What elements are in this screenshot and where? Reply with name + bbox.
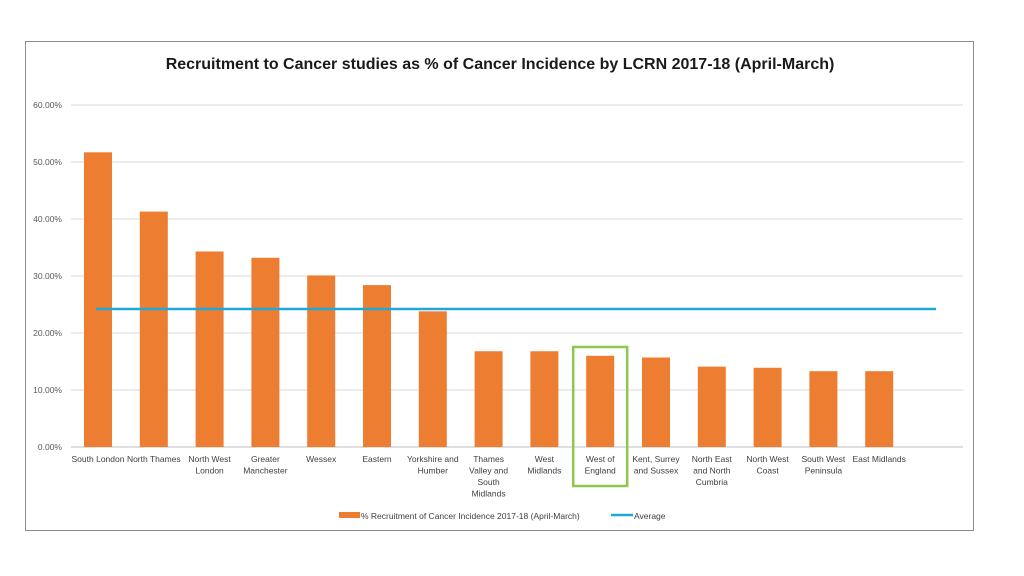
bar [697, 366, 726, 447]
x-category-label: North East and North Cumbria [692, 454, 733, 487]
chart-title: Recruitment to Cancer studies as % of Ca… [166, 56, 835, 73]
chart-frame: Recruitment to Cancer studies as % of Ca… [25, 41, 974, 531]
bar [474, 351, 503, 447]
y-tick-label: 60.00% [33, 100, 62, 110]
x-category-label: West of England [585, 454, 616, 476]
x-category-label: Thames Valley and South Midlands [469, 454, 508, 499]
x-category-label: Wessex [306, 454, 337, 464]
y-tick-label: 20.00% [33, 328, 62, 338]
x-category-label: West Midlands [527, 454, 561, 476]
bar [418, 311, 447, 447]
legend-bar-swatch [339, 512, 360, 518]
y-tick-label: 0.00% [38, 442, 63, 452]
x-category-label: Greater Manchester [243, 454, 288, 476]
x-category-label: North West London [188, 454, 231, 476]
bar [642, 357, 670, 447]
y-tick-label: 50.00% [33, 157, 62, 167]
bar [865, 371, 894, 447]
highlight-box [571, 345, 629, 488]
bar [363, 285, 391, 447]
x-category-label: Yorkshire and Humber [407, 454, 459, 476]
bar [195, 251, 224, 447]
x-category-label: South West Peninsula [802, 454, 846, 476]
bar [84, 152, 112, 447]
bar [586, 355, 615, 447]
legend-average-label: Average [634, 511, 666, 521]
y-tick-label: 30.00% [33, 271, 62, 281]
x-category-label: North Thames [127, 454, 181, 464]
bar [530, 351, 559, 447]
x-category-label: North West Coast [746, 454, 789, 476]
x-category-label: Kent, Surrey and Sussex [632, 454, 680, 476]
x-axis-categories: South London North Thames North West London… [72, 454, 906, 499]
bar [139, 211, 168, 447]
y-axis-ticks: 0.00% 10.00% 20.00% 30.00% 40.00% 50.00% 60.00… [33, 100, 62, 452]
bar [307, 275, 336, 447]
chart-svg: Recruitment to Cancer studies as % of Ca… [33, 56, 963, 521]
y-tick-label: 40.00% [33, 214, 62, 224]
legend: % Recruitment of Cancer Incidence 2017-1… [339, 511, 666, 521]
x-category-label: East Midlands [853, 454, 906, 464]
x-category-label: South London [72, 454, 125, 464]
legend-bar-label: % Recruitment of Cancer Incidence 2017-1… [361, 511, 580, 521]
bar [809, 371, 838, 447]
bar [251, 257, 280, 447]
highlight-layer [571, 345, 629, 488]
y-tick-label: 10.00% [33, 385, 62, 395]
x-category-label: Eastern [362, 454, 392, 464]
bars-layer [84, 152, 894, 447]
bar [753, 367, 782, 447]
